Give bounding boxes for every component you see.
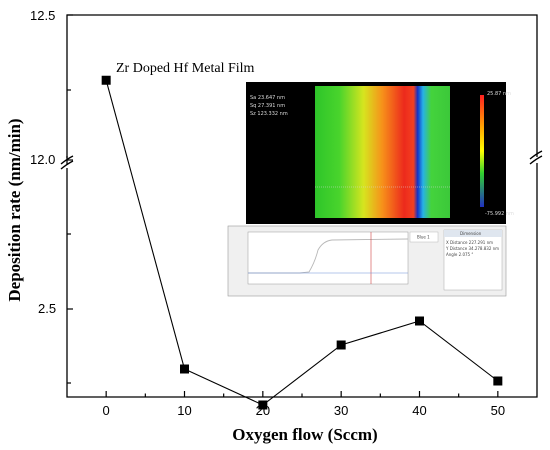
data-point (415, 316, 424, 326)
dimension-x-distance: X Distance 227.291 nm (446, 240, 493, 245)
series-line (105, 80, 499, 406)
afm-scale-min: -75.992 nm (485, 211, 514, 217)
x-tick-label: 50 (491, 403, 505, 418)
afm-readout-sa: Sa 23.647 nm (250, 95, 285, 101)
data-point (101, 75, 111, 85)
y-tick-label: 2.5 (38, 301, 56, 316)
dimension-y-distance: Y Distance 34.278.832 nm (445, 246, 499, 251)
y-axis-title: Deposition rate (nm/min) (5, 118, 24, 301)
afm-readout-sq: Sq 27.391 nm (250, 103, 285, 109)
profile-inset: Blue 1 Dimension X Distance 227.291 nm Y… (227, 225, 507, 297)
dimension-panel (443, 229, 503, 291)
profile-legend-label: Blue 1 (417, 235, 430, 240)
afm-readout-sz: Sz 123.332 nm (250, 111, 288, 117)
data-point (180, 364, 189, 374)
y-axis: 12.5 12.0 2.5 (30, 8, 73, 384)
afm-scale-max: 25.87 nm (487, 91, 511, 97)
profile-legend-box (409, 231, 439, 243)
data-point (493, 376, 503, 386)
x-tick-label: 40 (412, 403, 426, 418)
deposition-rate-series (101, 75, 503, 410)
x-axis-title: Oxygen flow (Sccm) (232, 425, 377, 444)
dimension-angle: Angle 2.075 ° (446, 252, 473, 257)
dimension-panel-header-bar (444, 230, 502, 237)
afm-inset: Sa 23.647 nm Sq 27.391 nm Sz 123.332 nm … (246, 82, 514, 224)
right-axis-break-mark (529, 150, 543, 165)
data-point (258, 400, 268, 410)
afm-color-scale (480, 95, 484, 207)
profile-curve (248, 238, 409, 274)
dimension-panel-header: Dimension (460, 231, 482, 236)
y-tick-label: 12.5 (30, 8, 55, 23)
data-point (336, 340, 346, 350)
y-tick-label: 12.0 (30, 152, 55, 167)
film-annotation: Zr Doped Hf Metal Film (116, 61, 255, 76)
x-axis: 0 10 20 30 40 50 (103, 391, 505, 418)
profile-plot-area (247, 231, 409, 285)
afm-height-map (315, 86, 450, 218)
x-tick-label: 0 (103, 403, 110, 418)
x-tick-label: 30 (334, 403, 348, 418)
x-tick-label: 10 (177, 403, 191, 418)
